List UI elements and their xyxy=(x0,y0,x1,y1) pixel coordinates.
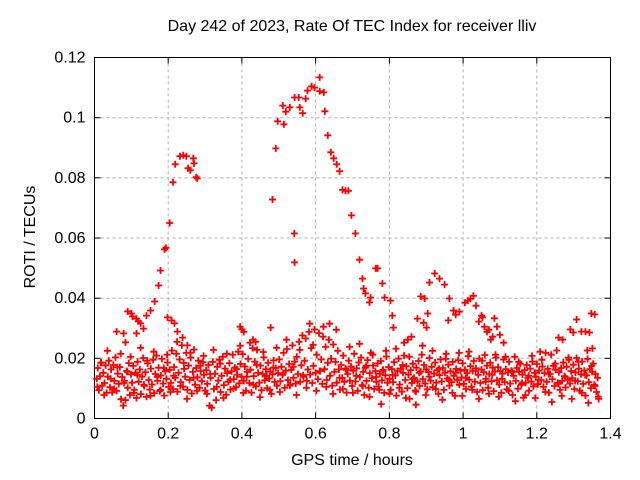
y-tick-label: 0.1 xyxy=(63,110,85,127)
x-tick-label: 1 xyxy=(459,426,468,443)
y-axis-label: ROTI / TECUs xyxy=(22,185,39,289)
y-tick-label: 0.02 xyxy=(54,350,85,367)
x-tick-label: 1.2 xyxy=(526,426,548,443)
y-tick-label: 0.08 xyxy=(54,170,85,187)
y-tick-label: 0 xyxy=(77,411,86,428)
x-tick-label: 0 xyxy=(90,426,99,443)
x-tick-label: 0.2 xyxy=(157,426,179,443)
data-points xyxy=(93,73,603,412)
x-tick-label: 0.6 xyxy=(304,426,326,443)
x-tick-label: 1.4 xyxy=(599,426,621,443)
x-tick-label: 0.8 xyxy=(378,426,400,443)
y-tick-label: 0.04 xyxy=(54,290,85,307)
x-tick-label: 0.4 xyxy=(231,426,253,443)
x-axis-label: GPS time / hours xyxy=(291,452,413,469)
chart-title: Day 242 of 2023, Rate Of TEC Index for r… xyxy=(167,18,537,35)
y-tick-label: 0.06 xyxy=(54,230,85,247)
y-tick-label: 0.12 xyxy=(54,50,85,67)
